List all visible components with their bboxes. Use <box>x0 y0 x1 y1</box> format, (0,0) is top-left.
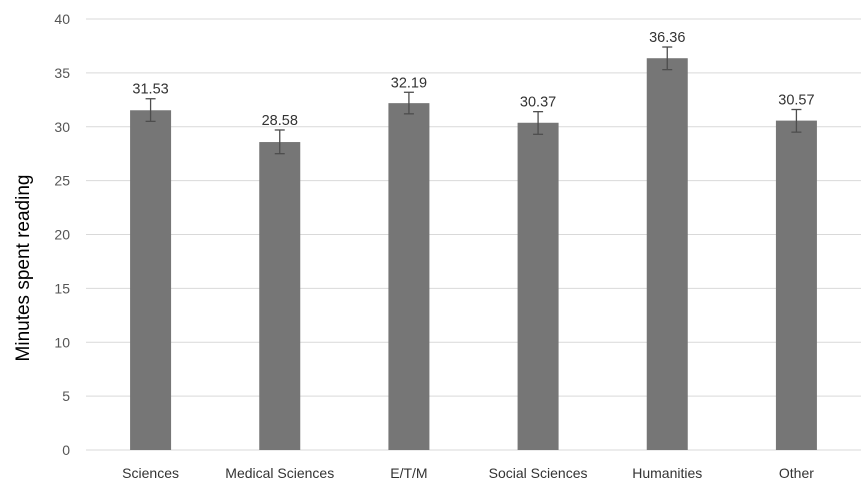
data-label: 32.19 <box>391 75 427 91</box>
error-bar <box>403 91 414 115</box>
x-axis-categories: Sciences Medical Sciences E/T/M Social Scie… <box>122 465 814 481</box>
x-category-label: Medical Sciences <box>225 465 334 481</box>
y-tick-label: 35 <box>54 65 70 81</box>
y-tick-label: 20 <box>54 227 70 243</box>
y-axis-ticks: 0 5 10 15 20 25 30 35 40 <box>54 11 70 458</box>
y-tick-label: 5 <box>62 388 70 404</box>
x-category-label: Social Sciences <box>489 465 588 481</box>
data-label: 31.53 <box>132 82 168 98</box>
x-category-label: Humanities <box>632 465 702 481</box>
bar <box>646 58 688 450</box>
y-tick-label: 40 <box>54 11 70 27</box>
y-axis-title: Minutes spent reading <box>13 175 34 362</box>
y-tick-label: 0 <box>62 442 70 458</box>
x-category-label: Other <box>779 465 814 481</box>
error-bar <box>533 111 544 135</box>
error-bar <box>662 46 673 71</box>
data-label: 30.37 <box>520 95 556 111</box>
error-bars <box>145 46 802 155</box>
data-label: 36.36 <box>649 30 685 46</box>
data-labels: 31.53 28.58 32.19 30.37 36.36 30.57 <box>132 30 814 129</box>
x-category-label: E/T/M <box>390 465 427 481</box>
x-category-label: Sciences <box>122 465 179 481</box>
data-label: 30.57 <box>778 93 814 109</box>
bars <box>130 58 817 451</box>
bar <box>775 120 817 451</box>
y-tick-label: 30 <box>54 119 70 135</box>
error-bar <box>274 129 285 155</box>
error-bar <box>145 98 156 123</box>
y-tick-label: 15 <box>54 280 70 296</box>
error-bar <box>791 108 802 133</box>
bar <box>259 142 301 450</box>
bar <box>388 103 430 451</box>
gridlines <box>86 18 861 451</box>
bar <box>130 110 172 450</box>
y-tick-label: 25 <box>54 173 70 189</box>
bar <box>517 122 559 451</box>
y-tick-label: 10 <box>54 334 70 350</box>
data-label: 28.58 <box>262 113 298 129</box>
